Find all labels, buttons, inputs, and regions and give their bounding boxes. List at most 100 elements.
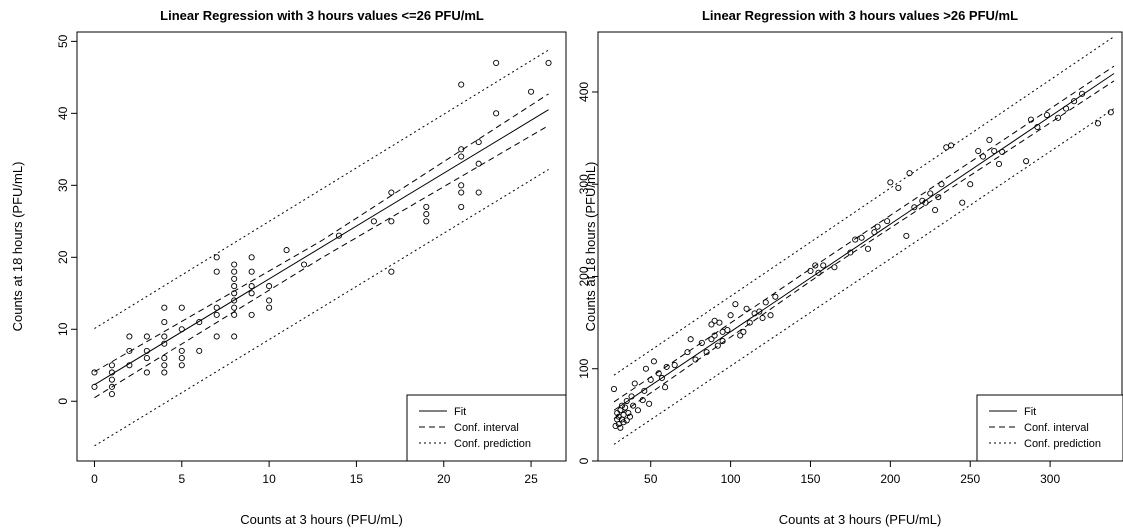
data-point [767,312,774,319]
data-point [213,254,220,261]
data-point [1043,111,1050,119]
series-line-fit [94,109,549,386]
data-point [196,347,203,354]
legend-box [406,394,567,462]
x-axis-label: Counts at 3 hours (PFU/mL) [240,512,403,527]
data-point [91,383,98,390]
data-point [143,333,150,340]
x-tick-label: 25 [524,472,538,486]
data-point [475,189,482,196]
data-point [938,181,945,188]
data-point [231,290,238,297]
y-tick-label: 200 [577,266,591,286]
data-point [458,203,465,210]
data-point [143,355,150,362]
y-tick-label: 300 [577,174,591,194]
data-point [475,160,482,167]
series-line-conf-prediction [613,108,1115,445]
data-point [634,407,641,414]
data-point [708,336,715,343]
data-point [687,336,694,343]
data-point [884,218,891,225]
data-point [126,333,133,340]
data-point [1063,105,1070,112]
data-point [178,355,185,362]
data-point [959,199,966,206]
data-point [919,197,926,204]
series-line-conf-prediction [613,36,1115,376]
series-line-conf-interval [94,125,549,399]
data-point [178,326,185,333]
data-point [248,268,255,275]
data-point [161,304,168,311]
data-point [458,146,465,153]
data-point [658,374,665,382]
data-point [493,110,500,117]
data-point [708,321,715,328]
chart-title: Linear Regression with 3 hours values >2… [702,8,1018,23]
data-point [628,393,635,400]
x-axis-label: Counts at 3 hours (PFU/mL) [779,512,942,527]
data-point [266,283,273,290]
data-point [655,370,662,377]
data-point [703,349,710,356]
x-tick-label: 100 [721,472,741,486]
data-point [231,268,238,275]
data-point [108,376,115,383]
series-line-fit [613,73,1115,411]
series-line-conf-prediction [94,49,549,329]
data-point [388,218,395,225]
x-tick-label: 150 [800,472,820,486]
data-point [388,268,395,275]
data-point [1034,123,1041,131]
legend-label: Conf. prediction [1024,438,1101,450]
data-point [196,319,203,326]
data-point [979,153,987,160]
legend-box [976,394,1123,462]
data-point [986,136,993,143]
data-point [625,409,632,417]
data-point [213,304,220,311]
data-point [831,264,838,271]
data-point [746,319,753,326]
data-point [716,319,723,326]
data-point [1071,98,1078,105]
y-tick-label: 10 [56,322,70,336]
data-point [458,189,465,196]
data-point [300,261,308,268]
x-tick-label: 300 [1040,472,1060,486]
data-point [692,356,699,363]
data-point [642,365,649,372]
data-point [927,190,934,197]
data-point [266,297,273,304]
data-point [732,301,739,308]
data-point [143,369,150,376]
data-point [759,314,766,322]
y-tick-label: 0 [577,457,591,464]
data-point [631,380,638,387]
data-point [743,305,750,312]
data-point [231,297,238,304]
data-point [475,139,482,146]
series-line-conf-interval [613,65,1115,403]
data-point [213,311,220,318]
x-tick-label: 5 [178,472,185,486]
data-point [639,397,646,404]
data-point [248,254,255,261]
data-point [1027,116,1034,123]
data-point [622,404,629,411]
series-line-conf-prediction [94,169,549,447]
data-point [458,153,465,160]
chart-title: Linear Regression with 3 hours values <=… [160,8,484,23]
data-point [922,199,929,206]
data-point [161,355,168,362]
y-tick-label: 20 [56,250,70,264]
data-point [698,339,705,346]
data-point [108,391,115,398]
data-point [1023,158,1030,165]
data-point [647,376,654,383]
data-point [975,147,982,155]
data-point [935,194,942,201]
data-point [1107,109,1114,116]
data-point [967,181,974,188]
